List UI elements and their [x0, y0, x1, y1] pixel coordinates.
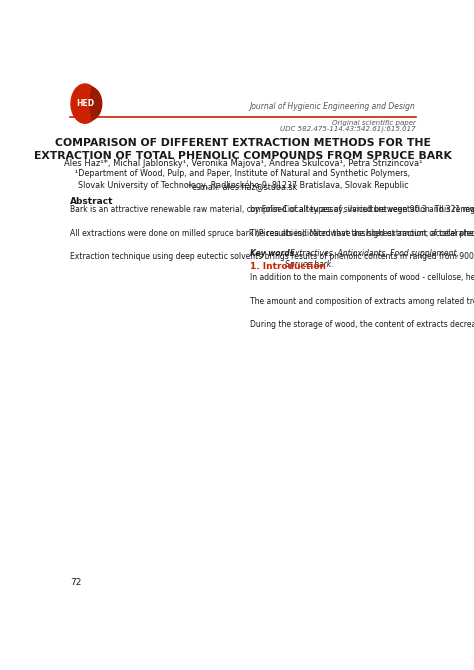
Text: COMPARISON OF DIFFERENT EXTRACTION METHODS FOR THE
EXTRACTION OF TOTAL PHENOLIC : COMPARISON OF DIFFERENT EXTRACTION METHO… — [34, 138, 452, 161]
Text: 1. Introduction: 1. Introduction — [250, 262, 326, 271]
Text: Ales Haz¹*, Michal Jablonsky¹, Veronika Majova¹, Andrea Skulcova¹, Petra Strizin: Ales Haz¹*, Michal Jablonsky¹, Veronika … — [64, 159, 422, 168]
Wedge shape — [90, 87, 102, 120]
Text: HED: HED — [76, 99, 94, 108]
Text: Journal of Hygienic Engineering and Design: Journal of Hygienic Engineering and Desi… — [250, 103, 416, 111]
Text: Bark is an attractive renewable raw material, comprised of all types of silvicul: Bark is an attractive renewable raw mate… — [70, 205, 474, 261]
Text: Original scientific paper: Original scientific paper — [332, 120, 416, 126]
Circle shape — [71, 84, 99, 123]
Text: : Extractives, Antioxidants, Food supplement,
Spruce bark.: : Extractives, Antioxidants, Food supple… — [285, 249, 459, 269]
Text: 72: 72 — [70, 578, 82, 587]
Text: Key words: Key words — [250, 249, 294, 257]
Text: by Folin-Ciocalteu assay, varied between 90.3 and 321 mg gallic acid equivalence: by Folin-Ciocalteu assay, varied between… — [250, 205, 474, 238]
Text: Abstract: Abstract — [70, 197, 114, 206]
Text: *e-mail: ales.haz@stuba.sk: *e-mail: ales.haz@stuba.sk — [188, 182, 298, 192]
Text: ¹Department of Wood, Pulp, and Paper, Institute of Natural and Synthetic Polymer: ¹Department of Wood, Pulp, and Paper, In… — [75, 169, 410, 190]
Text: UDC 582.475-114.43:542.61):615.017: UDC 582.475-114.43:542.61):615.017 — [280, 126, 416, 132]
Text: In addition to the main components of wood - cellulose, hemicellulose and lignin: In addition to the main components of wo… — [250, 273, 474, 329]
